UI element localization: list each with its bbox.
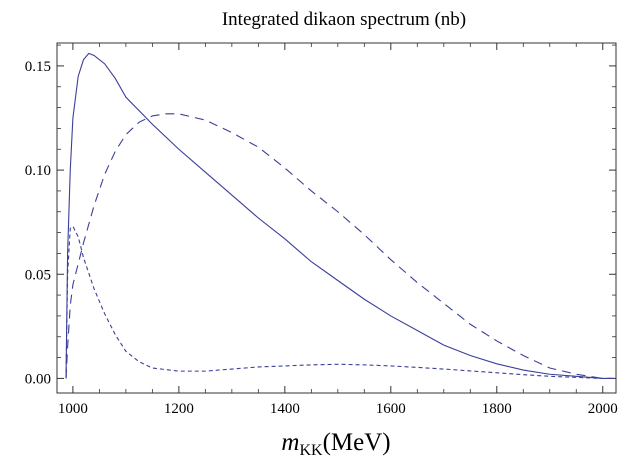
series-group xyxy=(65,52,614,379)
x-axis-label-unit: (MeV) xyxy=(323,429,391,456)
x-tick-label: 1200 xyxy=(164,401,194,417)
series-line-solid xyxy=(65,52,614,379)
x-tick-label: 1400 xyxy=(270,401,300,417)
y-tick-label: 0.05 xyxy=(25,267,51,283)
axis-tick-labels: 1000 1200 1400 1600 1800 2000 0.00 0.05 0.10 0.15 xyxy=(25,59,618,417)
x-axis-label-sub: KK xyxy=(299,442,323,459)
x-tick-label: 1000 xyxy=(58,401,88,417)
axis-ticks xyxy=(57,43,616,393)
x-tick-label: 1600 xyxy=(376,401,406,417)
x-axis-label-var: m xyxy=(281,429,299,456)
y-tick-label: 0.10 xyxy=(25,163,51,179)
y-tick-label: 0.15 xyxy=(25,59,51,75)
series-line-dashed xyxy=(65,113,614,379)
series-line-short-dashed xyxy=(65,225,614,379)
chart-title: Integrated dikaon spectrum (nb) xyxy=(222,9,466,30)
y-tick-label: 0.00 xyxy=(25,371,51,387)
plot-frame xyxy=(56,42,617,394)
x-tick-label: 1800 xyxy=(482,401,512,417)
x-axis-label: mKK(MeV) xyxy=(281,429,390,459)
x-tick-label: 2000 xyxy=(588,401,618,417)
